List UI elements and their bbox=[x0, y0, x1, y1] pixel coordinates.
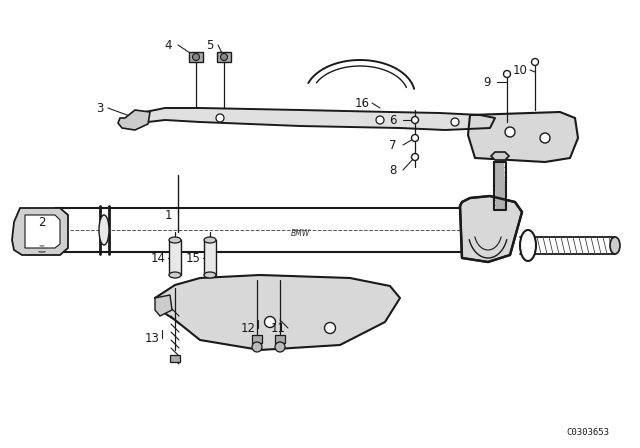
Polygon shape bbox=[491, 152, 509, 160]
Text: 13: 13 bbox=[145, 332, 159, 345]
Circle shape bbox=[193, 53, 200, 60]
Polygon shape bbox=[217, 52, 231, 62]
Text: 15: 15 bbox=[186, 251, 200, 264]
Circle shape bbox=[216, 114, 224, 122]
Circle shape bbox=[221, 53, 227, 60]
Circle shape bbox=[275, 342, 285, 352]
Text: 14: 14 bbox=[150, 251, 166, 264]
Text: 3: 3 bbox=[96, 102, 104, 115]
Circle shape bbox=[531, 59, 538, 65]
Text: 16: 16 bbox=[355, 96, 369, 109]
Text: 12: 12 bbox=[241, 322, 255, 335]
Circle shape bbox=[505, 127, 515, 137]
Ellipse shape bbox=[520, 230, 536, 261]
Ellipse shape bbox=[99, 215, 109, 245]
Text: 1: 1 bbox=[164, 208, 172, 221]
Circle shape bbox=[540, 133, 550, 143]
Circle shape bbox=[252, 342, 262, 352]
Polygon shape bbox=[12, 208, 68, 255]
Text: 7: 7 bbox=[389, 138, 397, 151]
Circle shape bbox=[412, 134, 419, 142]
Polygon shape bbox=[252, 335, 262, 343]
Text: BMW: BMW bbox=[291, 228, 310, 237]
Polygon shape bbox=[25, 215, 60, 248]
Polygon shape bbox=[204, 240, 216, 275]
Polygon shape bbox=[118, 110, 150, 130]
Ellipse shape bbox=[169, 237, 181, 243]
Polygon shape bbox=[130, 108, 495, 130]
Polygon shape bbox=[170, 355, 180, 362]
Circle shape bbox=[504, 70, 511, 78]
Text: 6: 6 bbox=[389, 113, 397, 126]
Circle shape bbox=[264, 316, 275, 327]
Polygon shape bbox=[275, 335, 285, 343]
Text: 10: 10 bbox=[513, 64, 527, 77]
Ellipse shape bbox=[51, 208, 63, 252]
Text: 5: 5 bbox=[206, 39, 214, 52]
Circle shape bbox=[451, 118, 459, 126]
Circle shape bbox=[412, 116, 419, 124]
Circle shape bbox=[324, 323, 335, 333]
Ellipse shape bbox=[169, 272, 181, 278]
Text: 4: 4 bbox=[164, 39, 172, 52]
Ellipse shape bbox=[204, 237, 216, 243]
Ellipse shape bbox=[610, 237, 620, 254]
Polygon shape bbox=[155, 275, 400, 350]
Text: 9: 9 bbox=[483, 76, 491, 89]
Circle shape bbox=[376, 116, 384, 124]
Ellipse shape bbox=[204, 272, 216, 278]
Text: 8: 8 bbox=[389, 164, 397, 177]
Circle shape bbox=[412, 154, 419, 160]
Polygon shape bbox=[468, 112, 578, 162]
Polygon shape bbox=[460, 196, 522, 262]
Polygon shape bbox=[189, 52, 203, 62]
Polygon shape bbox=[494, 162, 506, 210]
Polygon shape bbox=[155, 295, 172, 316]
Text: C0303653: C0303653 bbox=[566, 427, 609, 436]
Text: 11: 11 bbox=[271, 322, 285, 335]
Text: 2: 2 bbox=[38, 215, 45, 228]
Polygon shape bbox=[169, 240, 181, 275]
